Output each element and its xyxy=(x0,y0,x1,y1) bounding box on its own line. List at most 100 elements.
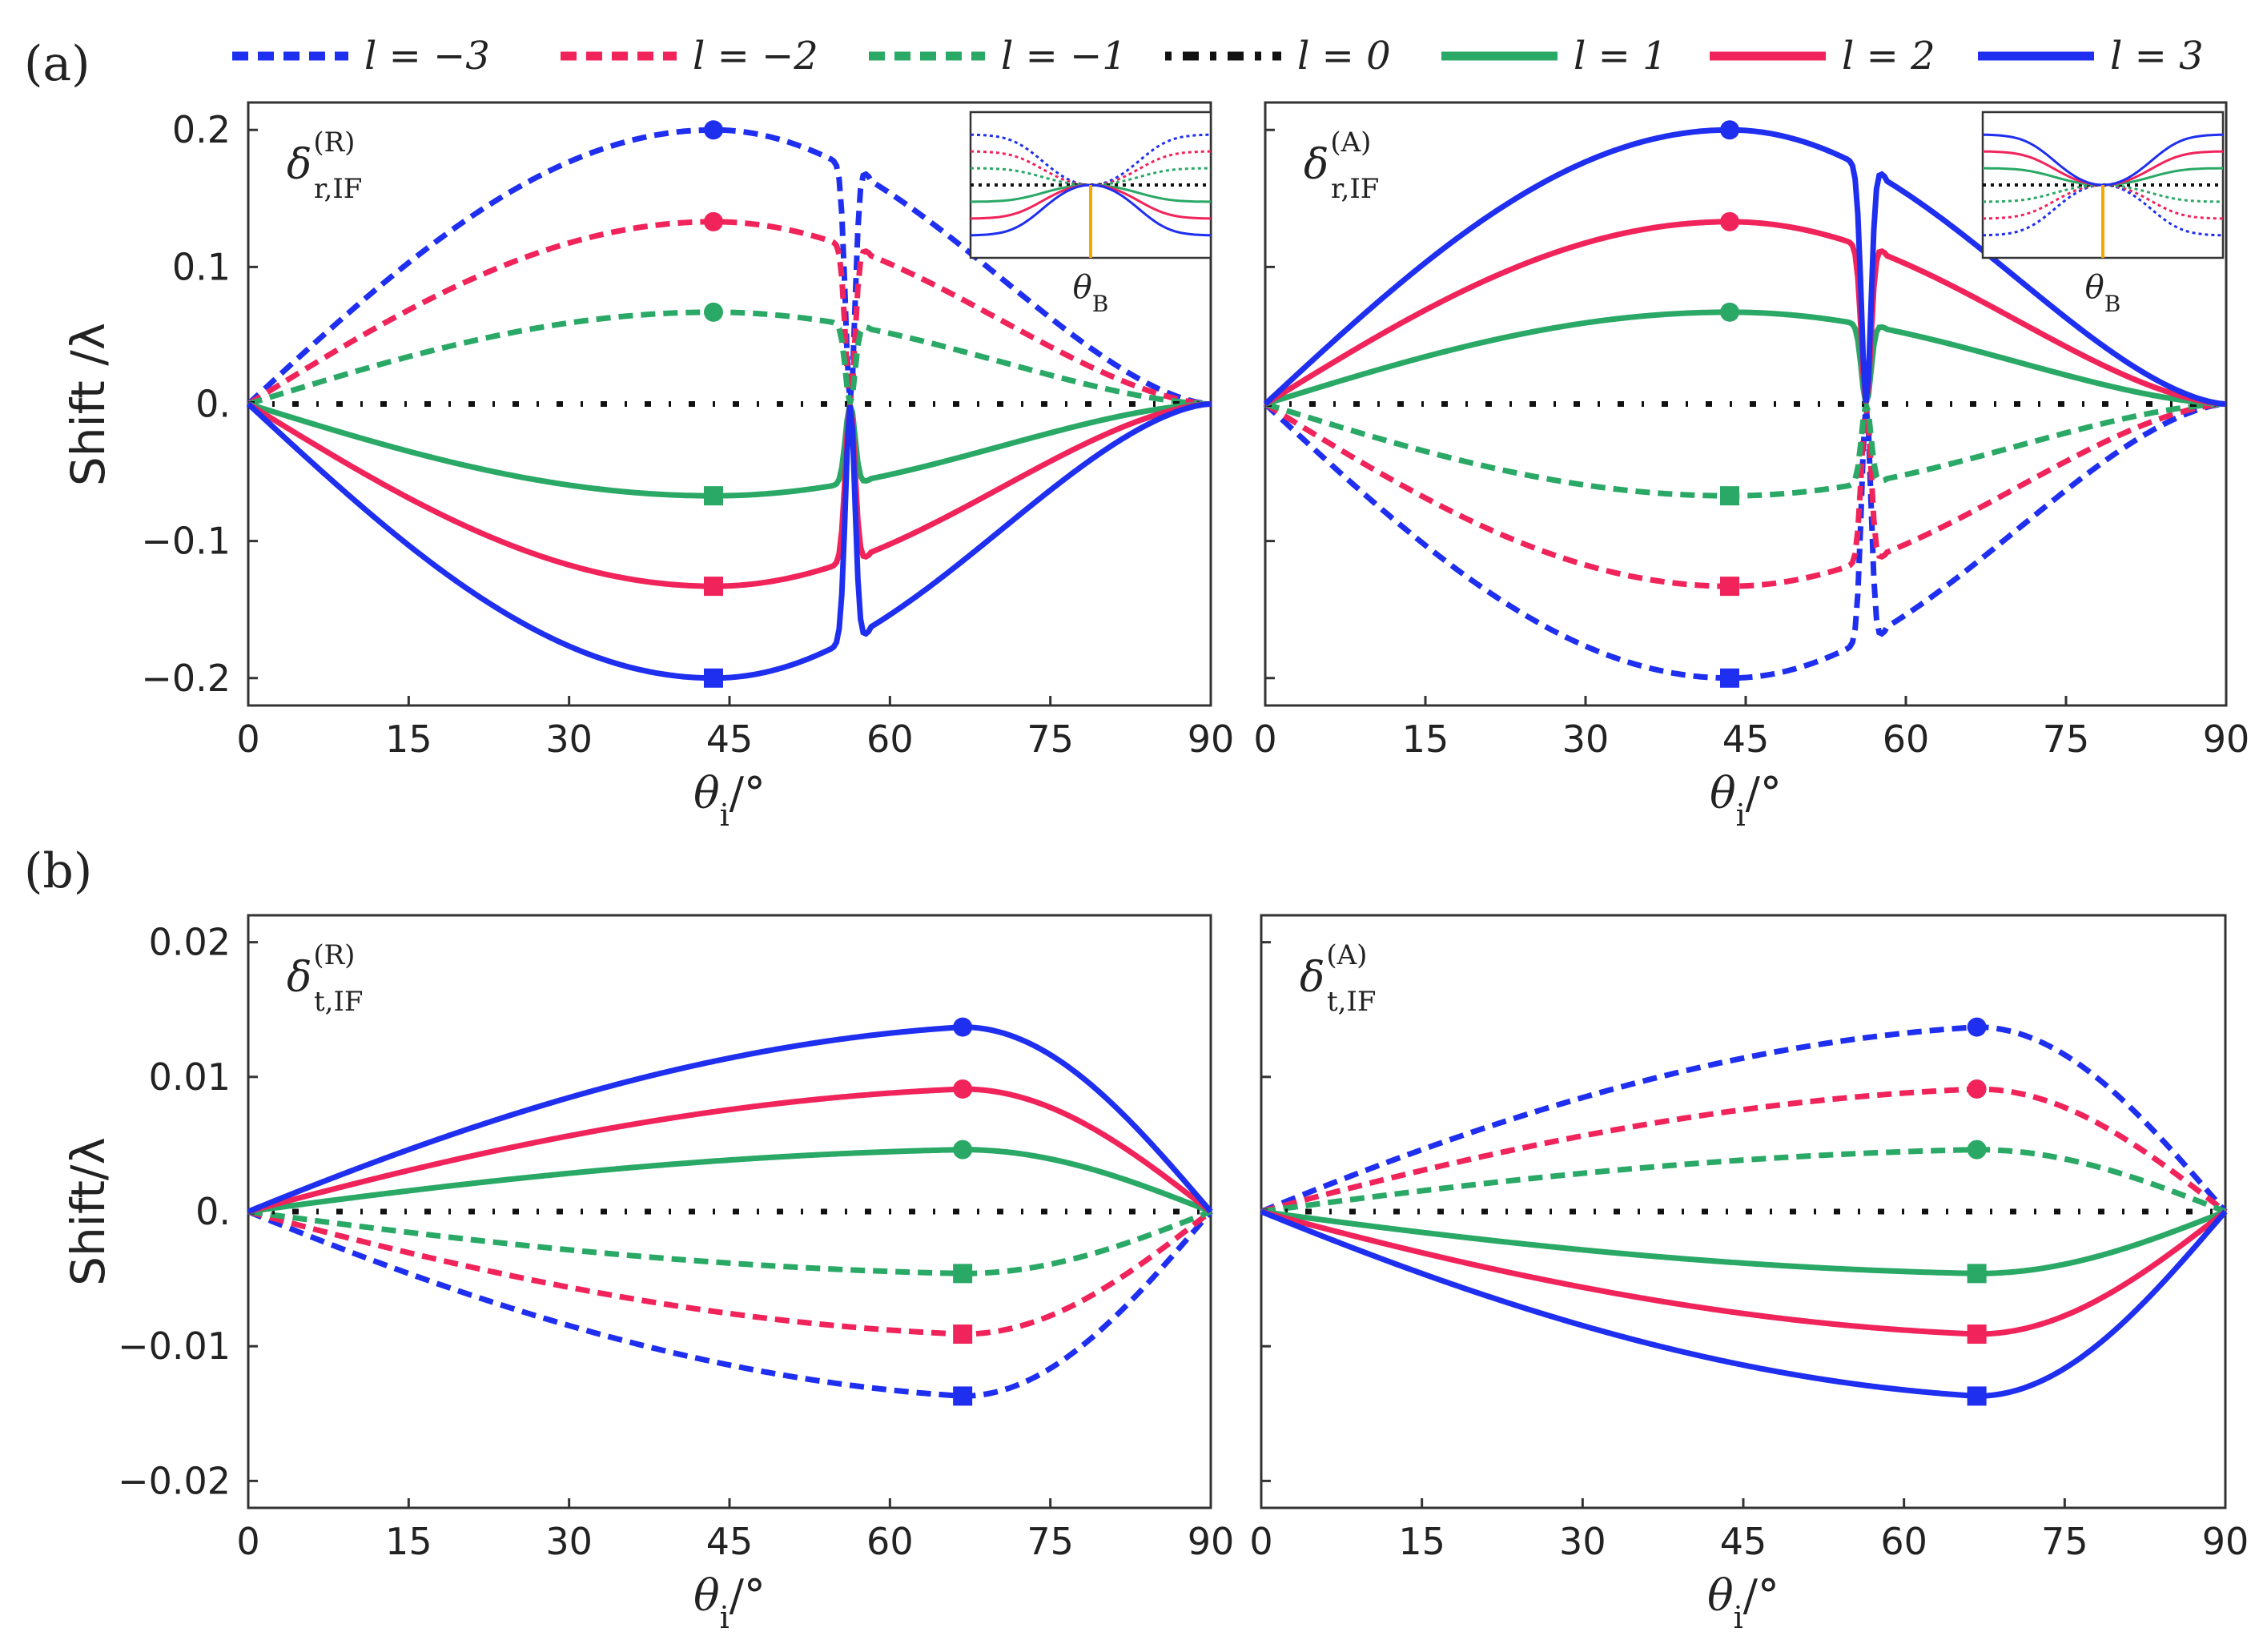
series-line xyxy=(1264,309,2227,407)
inset-label: θB xyxy=(1073,269,1109,317)
peak-marker-circle xyxy=(953,1140,973,1160)
series-l-1 xyxy=(1264,401,2227,506)
series-l-2 xyxy=(1260,1079,2228,1215)
x-axis-label: θi/° xyxy=(693,1570,766,1635)
x-tick-label: 75 xyxy=(1027,717,1074,761)
series-line xyxy=(1264,219,2227,407)
panel-b-left: 0 15 30 45 60 75 90 0.02 0.01 0. −0.01 −0.02 θi/° δ(R… xyxy=(118,914,1234,1635)
series-line xyxy=(1260,1208,2228,1337)
series-l1 xyxy=(1260,1208,2227,1284)
series-l3 xyxy=(246,401,1212,688)
series-l2 xyxy=(247,401,1212,597)
peak-marker-square xyxy=(1967,1324,1987,1345)
series-l-1 xyxy=(247,1208,1212,1284)
x-tick-label: 30 xyxy=(1559,1520,1606,1563)
peak-marker-square xyxy=(953,1264,973,1284)
x-tick-label: 15 xyxy=(385,717,432,761)
series-l-3 xyxy=(1263,401,2227,688)
x-tick-label: 60 xyxy=(1880,1520,1927,1563)
series-line xyxy=(247,219,1212,407)
peak-marker-square xyxy=(1967,1264,1987,1284)
x-tick-label: 15 xyxy=(385,1520,432,1563)
x-tick-label: 15 xyxy=(1398,1520,1445,1563)
y-tick-label: −0.2 xyxy=(141,657,231,700)
x-tick-label: 75 xyxy=(2043,717,2090,761)
series-l3 xyxy=(1263,120,2227,407)
series-line xyxy=(1263,401,2227,681)
series-line xyxy=(247,1208,1213,1399)
panel-a-label: (a) xyxy=(24,36,90,92)
legend-item: l = 3 xyxy=(1978,34,2204,78)
series-l3 xyxy=(247,1017,1213,1215)
series-l-2 xyxy=(247,1208,1213,1345)
x-tick-label: 60 xyxy=(866,1520,914,1563)
legend-item: l = −3 xyxy=(232,34,490,78)
series-line xyxy=(1260,1208,2227,1276)
legend-label: l = 2 xyxy=(1842,34,1935,78)
series-l-1 xyxy=(247,302,1212,407)
peak-marker-circle xyxy=(1720,211,1739,231)
inset-line xyxy=(1982,183,2224,220)
peak-marker-circle xyxy=(703,302,723,322)
x-tick-label: 45 xyxy=(1720,1520,1767,1563)
panel-title: δ(R) r,IF xyxy=(287,127,362,205)
series-line xyxy=(247,1208,1212,1276)
series-line xyxy=(247,401,1212,499)
series-l1 xyxy=(247,1140,1212,1215)
series-line xyxy=(247,401,1212,589)
inset: θB xyxy=(969,111,1212,317)
series-l1 xyxy=(1264,302,2227,407)
x-axis-label: θi/° xyxy=(693,768,766,833)
series-line xyxy=(1264,401,2227,589)
series-l1 xyxy=(247,401,1212,506)
panel-b-label: (b) xyxy=(24,843,92,899)
x-tick-label: 60 xyxy=(866,717,914,761)
legend-label: l = 3 xyxy=(2110,34,2204,78)
x-tick-label: 60 xyxy=(1883,717,1930,761)
x-tick-label: 30 xyxy=(1562,717,1610,761)
series-l2 xyxy=(1260,1208,2228,1345)
series-line xyxy=(247,309,1212,407)
legend-label: l = −1 xyxy=(1001,34,1127,78)
series-line xyxy=(1260,1208,2228,1399)
x-tick-label: 75 xyxy=(2041,1520,2088,1563)
series-l-2 xyxy=(247,211,1212,407)
peak-marker-circle xyxy=(1720,302,1739,322)
series-line xyxy=(246,401,1212,681)
x-tick-label: 30 xyxy=(545,1520,593,1563)
inset-line xyxy=(1982,183,2224,237)
panel-a-right: 0 15 30 45 60 75 90 θi/° δ(A) r,IF θB xyxy=(1253,101,2250,833)
series-line xyxy=(247,1086,1213,1215)
peak-marker-square xyxy=(703,668,723,688)
x-tick-label: 75 xyxy=(1027,1520,1074,1563)
y-tick-label: −0.02 xyxy=(118,1459,231,1502)
peak-marker-circle xyxy=(1967,1017,1987,1037)
legend-item: l = −2 xyxy=(561,34,818,78)
peak-marker-square xyxy=(1720,577,1739,597)
series-l-3 xyxy=(246,120,1212,407)
x-tick-label: 45 xyxy=(1722,717,1770,761)
plot-frame xyxy=(1260,914,2227,1509)
series-l2 xyxy=(247,1079,1213,1215)
panel-b-right: 0 15 30 45 60 75 90 θi/° δ(A) t,IF xyxy=(1249,914,2249,1635)
x-tick-label: 90 xyxy=(1188,717,1235,761)
x-tick-label: 90 xyxy=(2203,717,2250,761)
series-line xyxy=(247,1208,1213,1337)
series-l3 xyxy=(1260,1208,2228,1406)
peak-marker-circle xyxy=(703,211,723,231)
peak-marker-square xyxy=(953,1386,973,1406)
inset-line xyxy=(970,133,1212,187)
y-tick-label: −0.1 xyxy=(141,520,231,563)
x-tick-label: 45 xyxy=(706,717,754,761)
legend-item: l = 1 xyxy=(1441,34,1667,78)
panel-a-left: 0 15 30 45 60 75 90 0.2 0.1 0. −0.1 −0.2 θi/° δ(R) r,I… xyxy=(141,101,1235,833)
series-line xyxy=(1263,127,2227,407)
peak-marker-circle xyxy=(953,1079,973,1099)
x-tick-label: 0 xyxy=(236,1520,259,1563)
y-tick-label: 0.02 xyxy=(149,921,231,964)
peak-marker-square xyxy=(1720,668,1739,688)
series-line xyxy=(246,127,1212,407)
series-line xyxy=(247,1147,1212,1215)
series-l-3 xyxy=(247,1208,1213,1406)
